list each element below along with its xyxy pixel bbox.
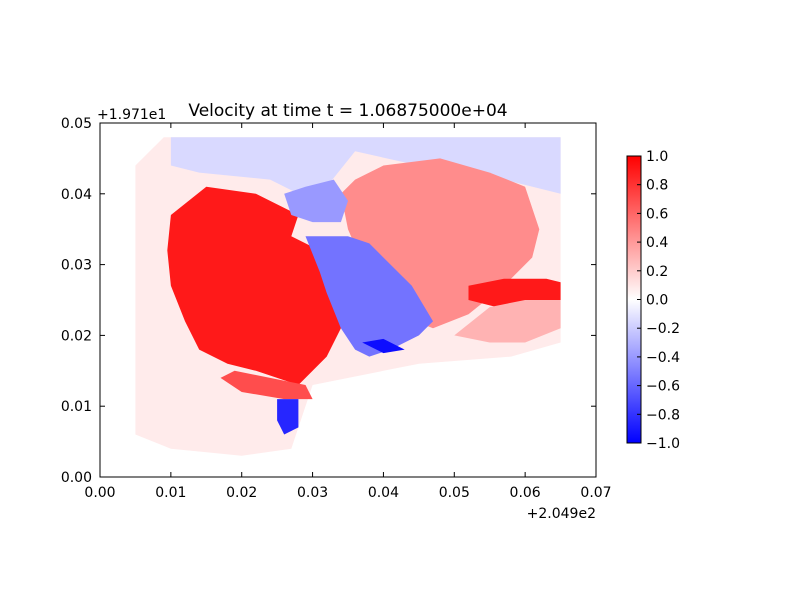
colorbar-tick-label: 0.0 bbox=[646, 293, 668, 309]
colorbar-tick-label: 0.8 bbox=[646, 178, 668, 194]
x-tick-label: 0.00 bbox=[84, 485, 115, 501]
colorbar-tick-label: 1.0 bbox=[646, 149, 668, 165]
x-tick-label: 0.02 bbox=[226, 485, 257, 501]
colorbar-ticks: 1.0 0.8 0.6 0.4 0.2 0.0 −0.2 −0.4 −0.6 −0.8 −1.0 bbox=[637, 149, 680, 452]
colorbar-tick-label: −0.8 bbox=[646, 407, 680, 423]
colorbar-tick-label: 0.4 bbox=[646, 235, 668, 251]
colorbar-tick-label: 0.2 bbox=[646, 264, 668, 280]
colorbar-tick-label: −0.2 bbox=[646, 321, 680, 337]
chart-title: Velocity at time t = 1.06875000e+04 bbox=[188, 101, 507, 121]
velocity-region bbox=[170, 137, 561, 194]
y-tick-label: 0.02 bbox=[61, 328, 92, 344]
x-tick-label: 0.05 bbox=[439, 485, 470, 501]
plot-frame bbox=[99, 122, 597, 478]
velocity-region bbox=[454, 300, 561, 343]
x-tick-label: 0.04 bbox=[368, 485, 399, 501]
x-tick-label: 0.03 bbox=[297, 485, 328, 501]
colorbar: 1.0 0.8 0.6 0.4 0.2 0.0 −0.2 −0.4 −0.6 −0.8 −1.0 bbox=[626, 149, 680, 452]
y-tick-label: 0.04 bbox=[61, 187, 92, 203]
colorbar-tick-label: −1.0 bbox=[646, 436, 680, 452]
y-tick-label: 0.05 bbox=[61, 116, 92, 132]
velocity-region bbox=[167, 186, 356, 385]
velocity-region bbox=[305, 236, 433, 357]
x-tick-label: 0.01 bbox=[155, 485, 186, 501]
y-axis: 0.00 0.01 0.02 0.03 0.04 0.05 bbox=[61, 116, 596, 486]
velocity-region bbox=[362, 338, 405, 354]
x-tick-label: 0.07 bbox=[580, 485, 611, 501]
velocity-region bbox=[277, 399, 299, 435]
y-tick-label: 0.03 bbox=[61, 258, 92, 274]
velocity-region bbox=[284, 179, 348, 223]
velocity-region bbox=[220, 370, 313, 400]
colorbar-tick-label: −0.6 bbox=[646, 379, 680, 395]
x-offset-label: +2.049e2 bbox=[527, 506, 596, 522]
y-tick-label: 0.00 bbox=[61, 470, 92, 486]
colorbar-tick-label: 0.6 bbox=[646, 206, 668, 222]
plot-area bbox=[99, 122, 597, 478]
x-axis: 0.00 0.01 0.02 0.03 0.04 0.05 0.06 0.07 bbox=[84, 123, 612, 501]
y-tick-label: 0.01 bbox=[61, 399, 92, 415]
colorbar-tick-label: −0.4 bbox=[646, 350, 680, 366]
y-offset-label: +1.971e1 bbox=[97, 107, 166, 123]
velocity-field bbox=[135, 137, 561, 456]
x-tick-label: 0.06 bbox=[510, 485, 541, 501]
